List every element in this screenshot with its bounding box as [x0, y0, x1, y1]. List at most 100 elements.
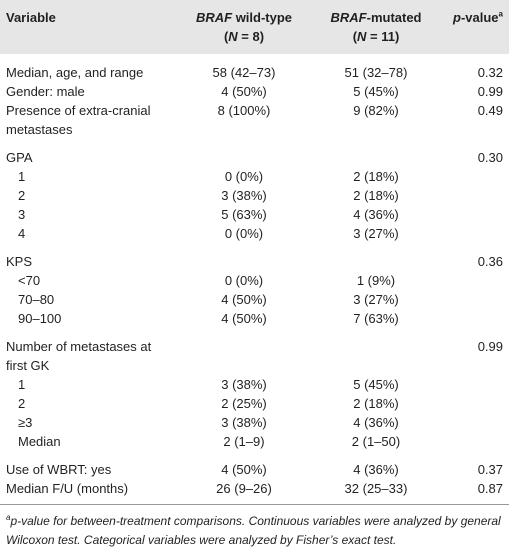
- header-row: Variable BRAF wild-type (N = 8) BRAF-muta…: [0, 0, 509, 54]
- header-text: (: [223, 29, 229, 44]
- table-row: Median, age, and range 58 (42–73) 51 (32–7…: [0, 54, 509, 82]
- table-cell: 7 (63%): [353, 311, 399, 326]
- header-cell: BRAF-mutated (N = 11): [310, 0, 442, 54]
- table-cell: 90–100: [18, 311, 62, 326]
- table-cell: 3: [18, 207, 26, 222]
- table-cell: [442, 432, 509, 451]
- header-text: wild-type: [232, 10, 293, 25]
- table-row: GPA 0.30: [0, 139, 509, 167]
- header-text: -mutated: [366, 10, 422, 25]
- table-cell: 0.30: [477, 150, 503, 165]
- table-cell: [442, 167, 509, 186]
- table-row: ≥3 3 (38%) 4 (36%): [0, 413, 509, 432]
- table-cell: 4 (50%): [221, 462, 267, 477]
- table-cell: 2 (18%): [353, 188, 399, 203]
- table-cell: 70–80: [18, 292, 55, 307]
- table-cell: KPS: [6, 254, 33, 269]
- header-text: N: [228, 29, 238, 44]
- table-cell: 0 (0%): [224, 273, 264, 288]
- table-cell: [310, 328, 442, 375]
- table-row: 2 3 (38%) 2 (18%): [0, 186, 509, 205]
- table-cell: 2: [18, 188, 26, 203]
- header-cell: p-valuea: [442, 0, 509, 54]
- table-cell: [310, 139, 442, 167]
- table-row: 2 2 (25%) 2 (18%): [0, 394, 509, 413]
- table-row: Median 2 (1–9) 2 (1–50): [0, 432, 509, 451]
- table-cell: Gender: male: [6, 84, 85, 99]
- header-text: (: [352, 29, 358, 44]
- table-cell: [442, 394, 509, 413]
- header-text: = 11): [366, 29, 400, 44]
- table-cell: 0.49: [477, 103, 503, 118]
- table-cell: [442, 290, 509, 309]
- table-cell: 4 (50%): [221, 84, 267, 99]
- table-cell: 0.37: [477, 462, 503, 477]
- table-cell: [178, 139, 310, 167]
- table-cell: 0.99: [477, 84, 503, 99]
- table-cell: 4 (36%): [353, 415, 399, 430]
- table-cell: 2 (25%): [221, 396, 267, 411]
- table-cell: [442, 224, 509, 243]
- table-cell: 5 (63%): [221, 207, 267, 222]
- table-cell: <70: [18, 273, 41, 288]
- header-text: -value: [460, 10, 499, 25]
- table-cell: Use of WBRT: yes: [6, 462, 112, 477]
- table-cell: Median: [18, 434, 61, 449]
- table-cell: 3 (38%): [221, 188, 267, 203]
- table-cell: [442, 186, 509, 205]
- header-text: BRAF: [330, 10, 367, 25]
- table-cell: 2: [18, 396, 26, 411]
- header-cell: BRAF wild-type (N = 8): [178, 0, 310, 54]
- table-cell: [442, 309, 509, 328]
- table-cell: 8 (100%): [217, 103, 271, 118]
- table-cell: 4 (36%): [353, 207, 399, 222]
- table-cell: 26 (9–26): [178, 479, 310, 505]
- table-cell: 5 (45%): [353, 377, 399, 392]
- table-cell: Median, age, and range: [6, 65, 144, 80]
- table-cell: 2 (18%): [353, 169, 399, 184]
- table-cell: 58 (42–73): [212, 65, 276, 80]
- table-cell: 3 (27%): [353, 292, 399, 307]
- table-cell: 2 (1–50): [351, 434, 401, 449]
- table-cell: 4 (50%): [221, 292, 267, 307]
- table-cell: 0.99: [477, 339, 503, 354]
- table-cell: [442, 271, 509, 290]
- header-text: = 8): [237, 29, 265, 44]
- table-cell: 4 (36%): [353, 462, 399, 477]
- table-cell: Median F/U (months): [0, 479, 178, 505]
- table-cell: 0.36: [477, 254, 503, 269]
- table-cell: 4 (50%): [221, 311, 267, 326]
- table-row: <70 0 (0%) 1 (9%): [0, 271, 509, 290]
- table-cell: 2 (18%): [353, 396, 399, 411]
- table: Variable BRAF wild-type (N = 8) BRAF-muta…: [0, 0, 509, 505]
- table-row: 4 0 (0%) 3 (27%): [0, 224, 509, 243]
- table-cell: GPA: [6, 150, 33, 165]
- table-cell: [178, 328, 310, 375]
- table-cell: 1 (9%): [356, 273, 396, 288]
- footnote: ap-value for between-treatment compariso…: [0, 505, 509, 550]
- table-cell: 0 (0%): [224, 169, 264, 184]
- table-row: Median F/U (months) 26 (9–26) 32 (25–33) 0.…: [0, 479, 509, 505]
- table-cell: 1: [18, 377, 26, 392]
- table-cell: 4: [18, 226, 26, 241]
- table-row: Use of WBRT: yes 4 (50%) 4 (36%) 0.37: [0, 451, 509, 479]
- table-cell: [442, 205, 509, 224]
- header-cell: Variable: [0, 0, 178, 54]
- table-cell: 1: [18, 169, 26, 184]
- header-text: N: [357, 29, 367, 44]
- table-cell: 2 (1–9): [223, 434, 265, 449]
- table-cell: [442, 413, 509, 432]
- table-cell: 0.32: [477, 65, 503, 80]
- table-cell: [442, 375, 509, 394]
- table-cell: 3 (38%): [221, 415, 267, 430]
- table-row: 1 3 (38%) 5 (45%): [0, 375, 509, 394]
- table-cell: 0 (0%): [224, 226, 264, 241]
- header-text: p: [453, 10, 461, 25]
- footnote-marker: a: [498, 9, 503, 19]
- table-row: 1 0 (0%) 2 (18%): [0, 167, 509, 186]
- table-row: 3 5 (63%) 4 (36%): [0, 205, 509, 224]
- table-row: KPS 0.36: [0, 243, 509, 271]
- table-cell: 51 (32–78): [344, 65, 408, 80]
- table-row: 70–80 4 (50%) 3 (27%): [0, 290, 509, 309]
